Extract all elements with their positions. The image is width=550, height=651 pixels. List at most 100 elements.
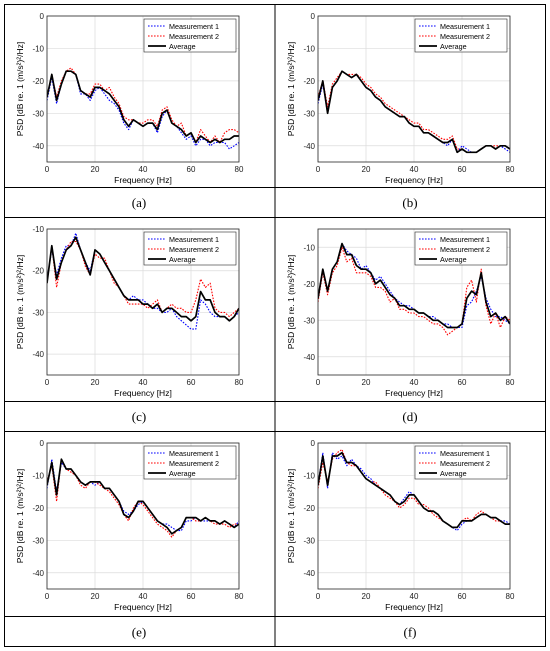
x-tick-label: 20 [362, 378, 371, 387]
y-tick-label: 0 [40, 439, 45, 448]
x-tick-label: 60 [187, 592, 196, 601]
x-axis-label: Frequency [Hz] [385, 175, 443, 185]
y-tick-label: -20 [32, 504, 44, 513]
y-axis-label: PSD [dB re. 1 (m/s²)²/Hz] [286, 255, 296, 349]
series-average-line [47, 236, 239, 322]
legend-entry-average-label: Average [169, 469, 196, 478]
legend-entry-average-label: Average [440, 469, 467, 478]
chart-panel-a: 0 20 40 60 80 -40 -30 -20 -10 0 Measurement 1Measu… [15, 12, 244, 185]
legend-entry-measurement-2-label: Measurement 2 [440, 245, 490, 254]
legend-entry-measurement-2-label: Measurement 2 [440, 459, 490, 468]
series-average-line [47, 458, 239, 535]
y-tick-label: -40 [32, 142, 44, 151]
legend-entry-measurement-1-label: Measurement 1 [169, 449, 219, 458]
x-tick-label: 80 [235, 592, 244, 601]
x-tick-label: 20 [91, 378, 100, 387]
plot-frame [46, 228, 240, 376]
series-average-line [318, 70, 510, 154]
table-borders [4, 4, 546, 647]
x-axis-label: Frequency [Hz] [385, 388, 443, 398]
x-tick-label: 80 [506, 378, 515, 387]
plot-frame [46, 442, 240, 590]
x-axis-label: Frequency [Hz] [114, 388, 172, 398]
legend-entry-measurement-2-label: Measurement 2 [169, 32, 219, 41]
x-tick-label: 60 [458, 592, 467, 601]
y-tick-label: -40 [303, 142, 315, 151]
legend-entry-average-label: Average [169, 42, 196, 51]
x-tick-label: 80 [506, 165, 515, 174]
y-axis-label: PSD [dB re. 1 (m/s²)²/Hz] [15, 42, 25, 136]
panel-caption-b: (b) [402, 195, 417, 210]
y-tick-label: -10 [303, 44, 315, 53]
x-tick-label: 60 [187, 165, 196, 174]
x-axis-label: Frequency [Hz] [114, 175, 172, 185]
y-axis-label: PSD [dB re. 1 (m/s²)²/Hz] [286, 42, 296, 136]
y-tick-label: -10 [303, 471, 315, 480]
y-tick-label: -30 [303, 316, 315, 325]
legend-entry-measurement-2-label: Measurement 2 [440, 32, 490, 41]
y-tick-label: -10 [32, 225, 44, 234]
y-tick-label: -20 [32, 77, 44, 86]
y-tick-label: -20 [303, 504, 315, 513]
x-tick-label: 40 [139, 592, 148, 601]
x-tick-label: 60 [458, 378, 467, 387]
panel-caption-a: (a) [132, 195, 146, 210]
x-tick-label: 0 [45, 592, 50, 601]
y-tick-label: 0 [40, 12, 45, 21]
y-tick-label: -10 [303, 243, 315, 252]
legend-entry-measurement-1-label: Measurement 1 [169, 22, 219, 31]
legend-entry-measurement-2-label: Measurement 2 [169, 459, 219, 468]
x-tick-label: 60 [187, 378, 196, 387]
y-axis-label: PSD [dB re. 1 (m/s²)²/Hz] [286, 469, 296, 563]
x-tick-label: 60 [458, 165, 467, 174]
plot-frame [317, 442, 511, 590]
x-tick-label: 80 [235, 165, 244, 174]
x-tick-label: 80 [506, 592, 515, 601]
x-tick-label: 20 [362, 592, 371, 601]
panel-caption-f: (f) [404, 625, 417, 640]
y-tick-label: -10 [32, 44, 44, 53]
series-average-line [318, 242, 510, 329]
y-tick-label: -20 [303, 77, 315, 86]
legend-entry-average-label: Average [440, 42, 467, 51]
x-tick-label: 0 [316, 592, 321, 601]
legend-entry-measurement-2-label: Measurement 2 [169, 245, 219, 254]
x-tick-label: 20 [91, 165, 100, 174]
series-measurement-2-line [318, 246, 510, 336]
x-tick-label: 0 [45, 378, 50, 387]
series-average-line [47, 70, 239, 144]
y-tick-label: -40 [303, 569, 315, 578]
y-tick-label: 0 [311, 12, 316, 21]
panel-caption-c: (c) [132, 409, 146, 424]
legend-entry-measurement-1-label: Measurement 1 [440, 449, 490, 458]
y-tick-label: -30 [32, 536, 44, 545]
x-tick-label: 80 [235, 378, 244, 387]
x-tick-label: 0 [316, 378, 321, 387]
chart-panel-f: 0 20 40 60 80 -40 -30 -20 -10 0 Measurement 1Measu… [286, 439, 515, 612]
y-tick-label: 0 [311, 439, 316, 448]
x-tick-label: 40 [410, 592, 419, 601]
y-axis-label: PSD [dB re. 1 (m/s²)²/Hz] [15, 469, 25, 563]
series-measurement-2-line [318, 448, 510, 528]
y-tick-label: -30 [303, 109, 315, 118]
plot-frame [317, 228, 511, 376]
plot-frame [317, 15, 511, 163]
y-tick-label: -30 [32, 308, 44, 317]
x-tick-label: 20 [362, 165, 371, 174]
x-axis-label: Frequency [Hz] [114, 602, 172, 612]
y-tick-label: -30 [303, 536, 315, 545]
x-tick-label: 40 [139, 378, 148, 387]
panel-caption-e: (e) [132, 625, 146, 640]
x-tick-label: 40 [139, 165, 148, 174]
legend-entry-measurement-1-label: Measurement 1 [169, 235, 219, 244]
y-tick-label: -40 [303, 353, 315, 362]
chart-panel-c: 0 20 40 60 80 -40 -30 -20 -10 Measurement 1Measur… [15, 225, 244, 398]
y-tick-label: -10 [32, 471, 44, 480]
